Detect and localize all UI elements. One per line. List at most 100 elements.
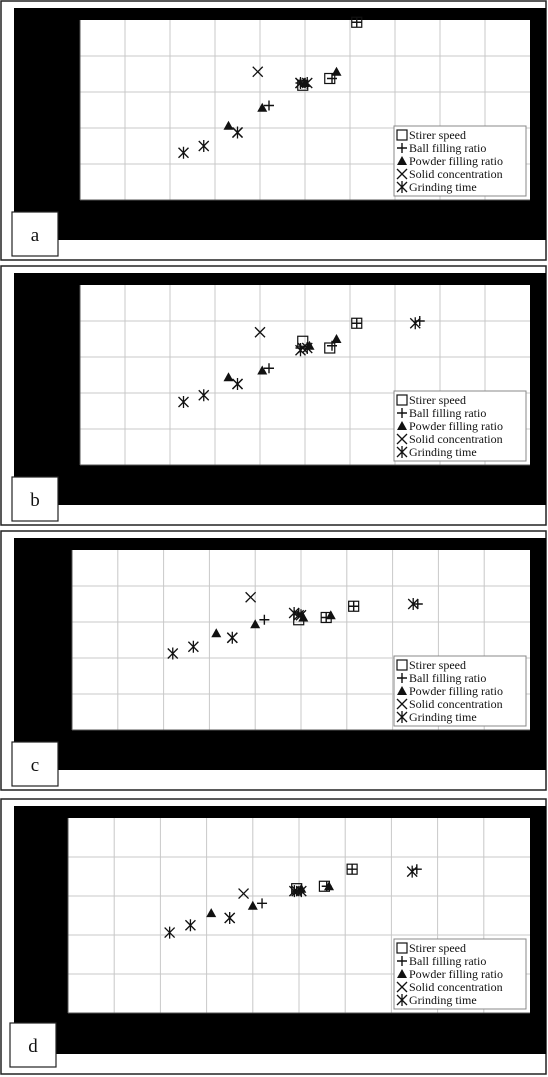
- legend-marker: [396, 446, 408, 458]
- data-point: [351, 17, 362, 28]
- data-point: [250, 619, 261, 629]
- data-point: [297, 335, 309, 347]
- data-point: [198, 389, 210, 402]
- legend-box: [393, 125, 527, 197]
- data-point: [224, 911, 236, 924]
- gridlines: [80, 285, 530, 465]
- data-point: [223, 372, 234, 382]
- legend-label: Grinding time: [409, 993, 477, 1007]
- data-point: [301, 77, 313, 89]
- chart-panel-b: Stirer speed Ball filling ratio Powder fil…: [0, 265, 548, 527]
- legend-marker: [396, 942, 408, 954]
- legend-marker: [397, 408, 407, 418]
- data-points: [164, 863, 422, 939]
- data-point: [409, 317, 421, 330]
- data-points: [178, 16, 363, 159]
- data-point: [187, 640, 199, 653]
- data-point: [351, 318, 362, 329]
- data-point: [254, 326, 266, 338]
- data-point: [412, 599, 423, 609]
- data-point: [223, 120, 234, 130]
- legend-box: [393, 938, 527, 1010]
- legend-label: Stirer speed: [409, 941, 466, 955]
- data-point: [247, 900, 258, 910]
- chart-panel-c: Stirer speed Ball filling ratio Powder fil…: [0, 530, 548, 792]
- data-point: [324, 342, 336, 354]
- legend-label: Solid concentration: [409, 432, 503, 446]
- legend-marker: [397, 969, 407, 978]
- chart-panel-a: Stirer speed Ball filling ratio Powder fil…: [0, 0, 548, 262]
- legend-label: Powder filling ratio: [409, 154, 503, 168]
- legend-label: Stirer speed: [409, 393, 466, 407]
- legend-label: Stirer speed: [409, 658, 466, 672]
- panel-label-box: [9, 1022, 57, 1068]
- chart-panel-d: Stirer speed Ball filling ratio Powder fil…: [0, 798, 548, 1076]
- data-point: [295, 885, 307, 898]
- legend-marker: [396, 181, 408, 193]
- data-point: [406, 865, 418, 878]
- legend-box: [393, 655, 527, 727]
- data-point: [206, 908, 217, 918]
- legend-label: Ball filling ratio: [409, 406, 486, 420]
- legend-marker: [397, 421, 407, 430]
- legend-marker: [397, 686, 407, 695]
- data-point: [257, 102, 268, 112]
- data-point: [167, 647, 179, 660]
- legend-label: Ball filling ratio: [409, 671, 486, 685]
- data-point: [407, 598, 419, 610]
- gridlines: [72, 550, 530, 730]
- panel-label-box: [11, 741, 59, 787]
- legend-marker: [396, 168, 408, 180]
- data-point: [257, 365, 268, 375]
- data-point: [411, 864, 422, 875]
- panel-label: b: [30, 490, 40, 511]
- data-point: [264, 100, 274, 111]
- data-point: [198, 140, 210, 152]
- legend-marker: [396, 659, 408, 671]
- data-point: [178, 396, 189, 408]
- data-point: [291, 885, 303, 897]
- data-points: [178, 316, 425, 408]
- panel-label-box: [11, 476, 59, 522]
- legend-marker: [396, 994, 408, 1006]
- data-point: [264, 363, 274, 374]
- legend-label: Grinding time: [409, 710, 477, 724]
- legend-marker: [396, 394, 408, 406]
- legend-label: Stirer speed: [409, 128, 466, 142]
- data-point: [295, 609, 307, 622]
- legend-label: Solid concentration: [409, 167, 503, 181]
- data-point: [259, 614, 270, 625]
- data-point: [288, 607, 300, 619]
- data-point: [232, 378, 243, 390]
- legend-label: Powder filling ratio: [409, 967, 503, 981]
- legend-marker: [396, 981, 408, 993]
- data-point: [295, 344, 306, 357]
- panel-label: d: [28, 1036, 38, 1057]
- panel-label: c: [31, 755, 39, 776]
- data-point: [324, 881, 335, 891]
- data-point: [347, 864, 358, 875]
- data-points: [167, 591, 423, 660]
- legend-label: Grinding time: [409, 445, 477, 459]
- legend-label: Grinding time: [409, 180, 477, 194]
- legend-marker: [396, 129, 408, 141]
- data-point: [184, 919, 196, 932]
- legend-marker: [397, 956, 407, 966]
- data-point: [164, 926, 176, 939]
- legend-label: Solid concentration: [409, 980, 503, 994]
- data-point: [232, 126, 243, 139]
- legend-marker: [397, 673, 407, 683]
- data-point: [257, 898, 268, 909]
- data-point: [211, 628, 222, 638]
- data-point: [348, 601, 359, 612]
- legend-box: [393, 390, 527, 462]
- legend-label: Ball filling ratio: [409, 141, 486, 155]
- legend-label: Solid concentration: [409, 697, 503, 711]
- data-point: [245, 591, 257, 603]
- data-point: [178, 146, 189, 159]
